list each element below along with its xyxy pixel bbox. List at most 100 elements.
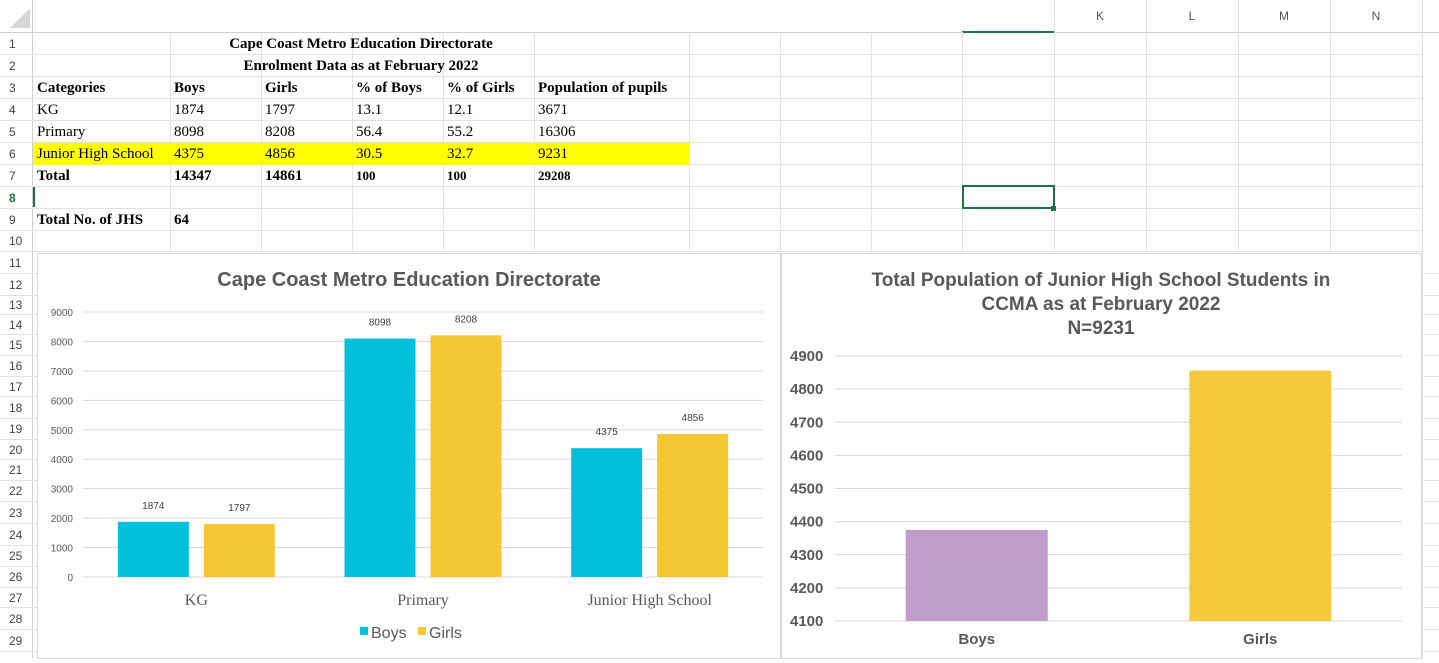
cell-jhs-population[interactable]: 9231 <box>538 146 568 162</box>
grid-hline <box>0 629 37 630</box>
enrolment-bar-chart[interactable]: Cape Coast Metro Education Directorate 0… <box>37 253 781 659</box>
grid-hline <box>1420 501 1439 502</box>
chart2-bar <box>905 529 1048 621</box>
cell-total-girls[interactable]: 14861 <box>265 168 303 184</box>
grid-hline <box>0 545 37 546</box>
row-header[interactable]: 15 <box>9 338 23 352</box>
cell-total-label[interactable]: Total <box>37 168 70 184</box>
cell-primary-pct-boys[interactable]: 56.4 <box>356 124 383 140</box>
row-header[interactable]: 27 <box>9 591 23 605</box>
row-header[interactable]: 4 <box>9 103 16 117</box>
cell-total-pct-boys[interactable]: 100 <box>356 168 376 183</box>
cell-primary-boys[interactable]: 8098 <box>174 124 204 140</box>
row-header[interactable]: 13 <box>9 298 23 312</box>
row-header[interactable]: 2 <box>9 59 16 73</box>
select-all-corner[interactable] <box>0 0 33 32</box>
row-header[interactable]: 22 <box>9 484 23 498</box>
grid-hline <box>0 607 37 608</box>
row-header[interactable]: 23 <box>9 506 23 520</box>
cell-kg-pct-boys[interactable]: 13.1 <box>356 102 383 118</box>
grid-hline <box>1420 523 1439 524</box>
cell-total-boys[interactable]: 14347 <box>174 168 212 184</box>
cell-jhs-category[interactable]: Junior High School <box>37 146 154 162</box>
header-boys[interactable]: Boys <box>174 80 205 96</box>
column-header-k[interactable]: K <box>1095 9 1104 23</box>
grid-hline <box>1420 629 1439 630</box>
row-header[interactable]: 19 <box>9 422 23 436</box>
row-header[interactable]: 1 <box>9 37 16 51</box>
chart2-title-line: CCMA as at February 2022 <box>981 294 1220 315</box>
grid-hline <box>1420 607 1439 608</box>
cell-kg-population[interactable]: 3671 <box>538 102 568 118</box>
row-header[interactable]: 17 <box>9 380 23 394</box>
grid-hline <box>1420 355 1439 356</box>
row-header[interactable]: 5 <box>9 125 16 139</box>
header-pct-girls[interactable]: % of Girls <box>447 80 515 96</box>
cell-jhs-boys[interactable]: 4375 <box>174 146 204 162</box>
grid-hline <box>1420 480 1439 481</box>
row-header[interactable]: 29 <box>9 634 23 648</box>
row-header[interactable]: 20 <box>9 443 23 457</box>
fill-handle[interactable] <box>1051 206 1056 211</box>
row-header[interactable]: 25 <box>9 549 23 563</box>
jhs-population-bar-chart[interactable]: Total Population of Junior High School S… <box>781 253 1422 659</box>
cell-total-population[interactable]: 29208 <box>538 168 571 183</box>
row-header[interactable]: 16 <box>9 359 23 373</box>
cell-jhs-pct-boys[interactable]: 30.5 <box>356 146 383 162</box>
chart2-category-label: Boys <box>958 631 995 648</box>
row-header[interactable]: 21 <box>9 463 23 477</box>
select-all-triangle-icon[interactable] <box>10 8 30 28</box>
grid-hline <box>0 230 1422 231</box>
cell-jhs-pct-girls[interactable]: 32.7 <box>447 146 474 162</box>
column-header-l[interactable]: L <box>1188 9 1196 23</box>
header-pct-boys[interactable]: % of Boys <box>356 80 422 96</box>
cell-jhs-count-value[interactable]: 64 <box>174 212 189 228</box>
header-population[interactable]: Population of pupils <box>538 80 668 96</box>
cell-primary-girls[interactable]: 8208 <box>265 124 295 140</box>
cell-kg-category[interactable]: KG <box>37 102 59 118</box>
row-header[interactable]: 24 <box>9 528 23 542</box>
cell-primary-pct-girls[interactable]: 55.2 <box>447 124 474 140</box>
grid-hline <box>1420 418 1439 419</box>
grid-hline <box>0 523 37 524</box>
row-header[interactable]: 9 <box>9 213 16 227</box>
chart1-bar <box>430 335 502 577</box>
row-header[interactable]: 8 <box>9 191 16 205</box>
chart1-ytick-label: 9000 <box>51 308 74 319</box>
cell-jhs-girls[interactable]: 4856 <box>265 146 295 162</box>
grid-hline <box>0 164 1422 165</box>
grid-hline <box>0 273 37 274</box>
cell-primary-population[interactable]: 16306 <box>538 124 576 140</box>
chart2-bar <box>1189 370 1332 621</box>
column-header-m[interactable]: M <box>1279 9 1289 23</box>
chart2-ytick-label: 4400 <box>790 514 823 531</box>
grid-vline <box>1422 0 1423 658</box>
cell-jhs-count-label[interactable]: Total No. of JHS <box>37 212 144 228</box>
row-header[interactable]: 26 <box>9 570 23 584</box>
cell-kg-boys[interactable]: 1874 <box>174 102 204 118</box>
row-header[interactable]: 7 <box>9 169 16 183</box>
row-header[interactable]: 10 <box>9 234 23 248</box>
cell-kg-girls[interactable]: 1797 <box>265 102 295 118</box>
active-cell-selection[interactable] <box>962 185 1055 209</box>
cell-primary-category[interactable]: Primary <box>37 124 86 140</box>
row-header[interactable]: 18 <box>9 401 23 415</box>
grid-hline <box>0 208 1422 209</box>
column-header-n[interactable]: N <box>1371 9 1381 23</box>
header-categories[interactable]: Categories <box>37 80 106 96</box>
row-header[interactable]: 12 <box>9 278 23 292</box>
cell-kg-pct-girls[interactable]: 12.1 <box>447 102 474 118</box>
row-header[interactable]: 6 <box>9 147 16 161</box>
row-header[interactable]: 14 <box>9 318 23 332</box>
row-header[interactable]: 11 <box>9 256 22 270</box>
row-header[interactable]: 3 <box>9 81 16 95</box>
row-header[interactable]: 28 <box>9 612 23 626</box>
table-title: Cape Coast Metro Education Directorate <box>229 36 493 52</box>
chart1-data-label: 8208 <box>455 314 478 325</box>
chart2-ytick-label: 4900 <box>790 348 823 365</box>
grid-hline <box>0 501 37 502</box>
header-girls[interactable]: Girls <box>265 80 298 96</box>
cell-total-pct-girls[interactable]: 100 <box>447 168 467 183</box>
grid-hline <box>1420 334 1439 335</box>
